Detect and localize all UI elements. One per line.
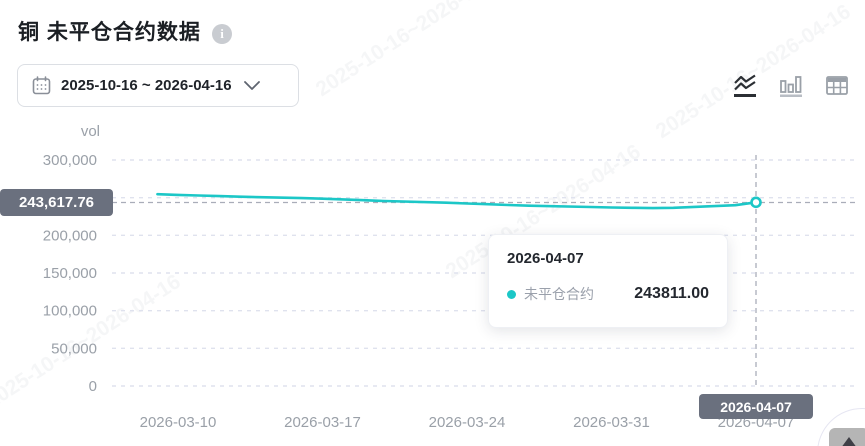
series-dot-icon — [507, 289, 516, 299]
svg-text:150,000: 150,000 — [43, 265, 97, 282]
table-icon[interactable] — [824, 72, 850, 100]
line-chart-icon[interactable] — [732, 72, 758, 100]
svg-text:2026-03-31: 2026-03-31 — [573, 414, 650, 431]
calendar-icon — [32, 76, 51, 95]
x-axis-pointer-label: 2026-04-07 — [699, 394, 813, 419]
y-axis-pointer-label: 243,617.76 — [0, 189, 113, 216]
tooltip-date: 2026-04-07 — [507, 250, 584, 267]
svg-text:vol: vol — [81, 123, 100, 140]
svg-text:50,000: 50,000 — [51, 340, 97, 357]
tooltip-value: 243811.00 — [634, 285, 709, 302]
view-switcher — [732, 72, 850, 100]
svg-text:2026-03-24: 2026-03-24 — [429, 414, 506, 431]
svg-text:2026-03-17: 2026-03-17 — [284, 414, 361, 431]
svg-text:300,000: 300,000 — [43, 152, 97, 169]
svg-text:200,000: 200,000 — [43, 227, 97, 244]
info-icon[interactable]: i — [212, 24, 232, 44]
chevron-down-icon — [243, 80, 260, 91]
svg-text:100,000: 100,000 — [43, 303, 97, 320]
chart-tooltip: 2026-04-07 未平仓合约 243811.00 — [488, 234, 728, 328]
arrow-up-icon — [829, 428, 865, 446]
svg-text:2026-03-10: 2026-03-10 — [140, 414, 217, 431]
svg-text:0: 0 — [89, 378, 97, 395]
bar-chart-icon[interactable] — [778, 72, 804, 100]
tooltip-series-name: 未平仓合约 — [524, 286, 594, 302]
date-range-value: 2025-10-16 ~ 2026-04-16 — [61, 77, 232, 94]
date-range-picker[interactable]: 2025-10-16 ~ 2026-04-16 — [17, 64, 299, 107]
page-title: 铜 未平仓合约数据 — [18, 21, 201, 44]
